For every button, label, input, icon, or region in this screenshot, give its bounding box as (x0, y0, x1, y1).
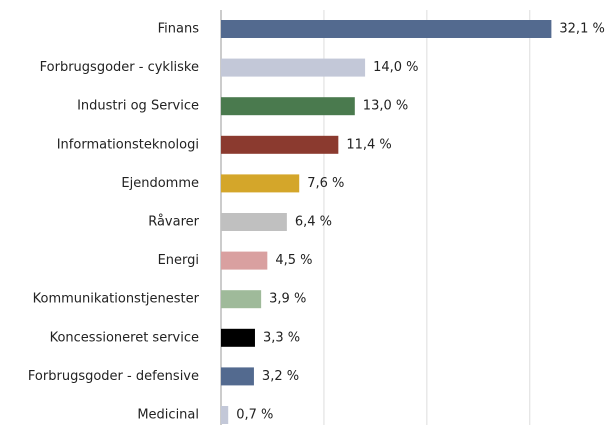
bar (221, 367, 254, 386)
data-label: 4,5 % (275, 253, 312, 268)
bar (221, 20, 552, 38)
data-label: 6,4 % (295, 215, 332, 230)
data-label: 7,6 % (307, 176, 344, 191)
y-tick-label: Medicinal (137, 408, 199, 423)
data-label: 13,0 % (363, 99, 408, 114)
y-tick-label: Informationsteknologi (57, 137, 199, 152)
y-tick-label: Ejendomme (121, 176, 199, 191)
data-label: 11,4 % (346, 137, 391, 152)
bar (221, 251, 268, 270)
bar (221, 213, 287, 231)
y-tick-label: Råvarer (148, 215, 199, 230)
y-tick-label: Kommunikationstjenester (33, 292, 200, 307)
y-tick-label: Energi (158, 253, 199, 268)
y-tick-label: Forbrugsgoder - cykliske (40, 60, 199, 75)
bar (221, 174, 300, 193)
y-tick-label: Forbrugsgoder - defensive (28, 369, 199, 384)
bar (221, 97, 355, 116)
bar (221, 135, 339, 154)
data-label: 3,9 % (269, 292, 306, 307)
data-label: 0,7 % (236, 408, 273, 423)
bar (221, 58, 366, 77)
bar (221, 290, 262, 309)
data-label: 3,3 % (263, 330, 300, 345)
y-tick-label: Industri og Service (77, 99, 199, 114)
bar (221, 406, 229, 424)
bar (221, 328, 255, 347)
data-label: 14,0 % (373, 60, 418, 75)
data-label: 3,2 % (262, 369, 299, 384)
y-tick-label: Finans (158, 22, 200, 37)
y-tick-label: Koncessioneret service (50, 330, 199, 345)
data-label: 32,1 % (559, 22, 604, 37)
